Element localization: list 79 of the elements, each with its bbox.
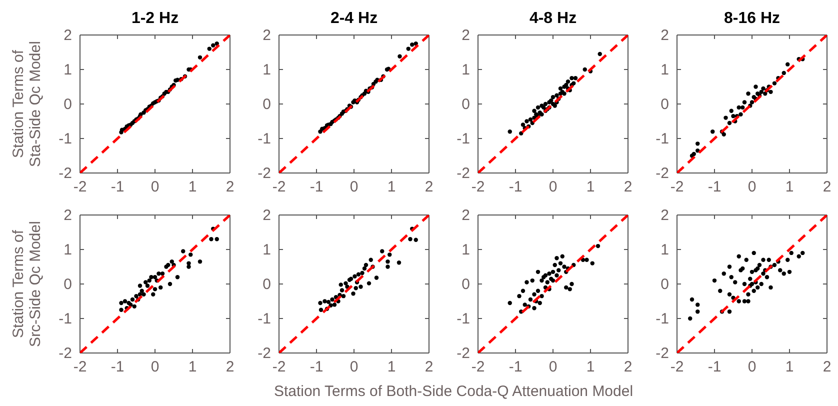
y-tick-label: -2 (656, 164, 669, 182)
y-tick-label: 2 (64, 206, 72, 224)
y-tick-label: 0 (262, 276, 271, 293)
x-tick-label: 1 (387, 178, 396, 196)
x-tick-label: 2 (424, 178, 434, 196)
x-tick-label: -1 (110, 358, 124, 376)
x-tick-label: 0 (150, 358, 160, 376)
y-tick-label: 1 (262, 241, 271, 258)
x-tick-label: 2 (424, 358, 434, 376)
x-tick-label: -1 (708, 358, 722, 376)
x-tick-label: 2 (822, 358, 832, 376)
y-tick-label: -2 (656, 344, 669, 362)
x-tick-label: 0 (548, 358, 558, 376)
y-tick-label: -1 (656, 130, 669, 148)
x-tick-label: -1 (310, 358, 324, 376)
x-tick-label: 1 (785, 178, 794, 196)
y-tick-label: -1 (456, 310, 470, 328)
x-tick-label: 2 (226, 178, 234, 196)
x-tick-label: -1 (508, 178, 522, 196)
y-tick-label: 2 (262, 26, 271, 44)
y-tick-label: 0 (64, 96, 72, 113)
y-tick-label: 1 (660, 61, 669, 78)
y-tick-label: -1 (656, 310, 669, 328)
y-tick-label: -2 (456, 164, 470, 182)
y-axis-title: Station Terms of Sta-Side Qc Model (10, 41, 44, 167)
y-tick-label: 2 (462, 206, 470, 224)
chart-title: 2-4 Hz (330, 10, 378, 27)
x-tick-label: -1 (708, 178, 722, 196)
x-tick-label: 1 (586, 178, 595, 196)
y-tick-label: -2 (258, 344, 271, 362)
x-tick-label: 0 (350, 178, 358, 196)
y-tick-label: 0 (660, 276, 669, 293)
y-tick-label: 1 (660, 241, 669, 258)
y-tick-label: 0 (462, 276, 470, 293)
y-tick-label: 0 (462, 96, 470, 113)
y-tick-label: -1 (58, 310, 72, 328)
y-tick-label: -2 (58, 344, 72, 362)
y-tick-label: 0 (262, 96, 271, 113)
y-tick-label: -2 (456, 344, 470, 362)
x-tick-label: 1 (188, 358, 197, 376)
y-tick-label: -1 (58, 130, 72, 148)
x-tick-label: 2 (624, 358, 632, 376)
x-tick-label: 0 (150, 178, 160, 196)
x-tick-label: 1 (586, 358, 595, 376)
y-tick-label: -2 (258, 164, 271, 182)
y-tick-label: 1 (64, 241, 72, 258)
x-tick-label: -1 (110, 178, 124, 196)
x-tick-label: 0 (748, 358, 756, 376)
x-tick-label: 1 (785, 358, 794, 376)
y-tick-label: 2 (660, 26, 669, 44)
y-tick-label: -2 (58, 164, 72, 182)
y-tick-label: 0 (660, 96, 669, 113)
x-tick-label: 2 (822, 178, 832, 196)
chart-title: 8-16 Hz (724, 10, 780, 27)
y-tick-label: 2 (64, 26, 72, 44)
x-axis-title: Station Terms of Both-Side Coda-Q Attenuation Model (274, 383, 634, 400)
chart-title: 4-8 Hz (529, 10, 577, 27)
y-tick-label: 1 (64, 61, 72, 78)
x-tick-label: 1 (387, 358, 396, 376)
y-tick-label: 0 (64, 276, 72, 293)
x-tick-label: 1 (188, 178, 197, 196)
y-tick-label: 2 (462, 26, 470, 44)
y-tick-label: 1 (262, 61, 271, 78)
y-tick-label: 1 (462, 241, 470, 258)
x-tick-label: -1 (508, 358, 522, 376)
y-tick-label: 1 (462, 61, 470, 78)
x-tick-label: 0 (350, 358, 358, 376)
x-tick-label: 2 (624, 178, 632, 196)
y-tick-label: 2 (262, 206, 271, 224)
chart-title: 1-2 Hz (131, 10, 179, 27)
y-tick-label: -1 (258, 130, 271, 148)
x-tick-label: 2 (226, 358, 234, 376)
y-tick-label: 2 (660, 206, 669, 224)
y-tick-label: -1 (456, 130, 470, 148)
x-tick-label: 0 (748, 178, 756, 196)
x-tick-label: 0 (548, 178, 558, 196)
x-tick-label: -1 (310, 178, 324, 196)
y-tick-label: -1 (258, 310, 271, 328)
y-axis-title: Station Terms of Src-Side Qc Model (10, 221, 44, 347)
